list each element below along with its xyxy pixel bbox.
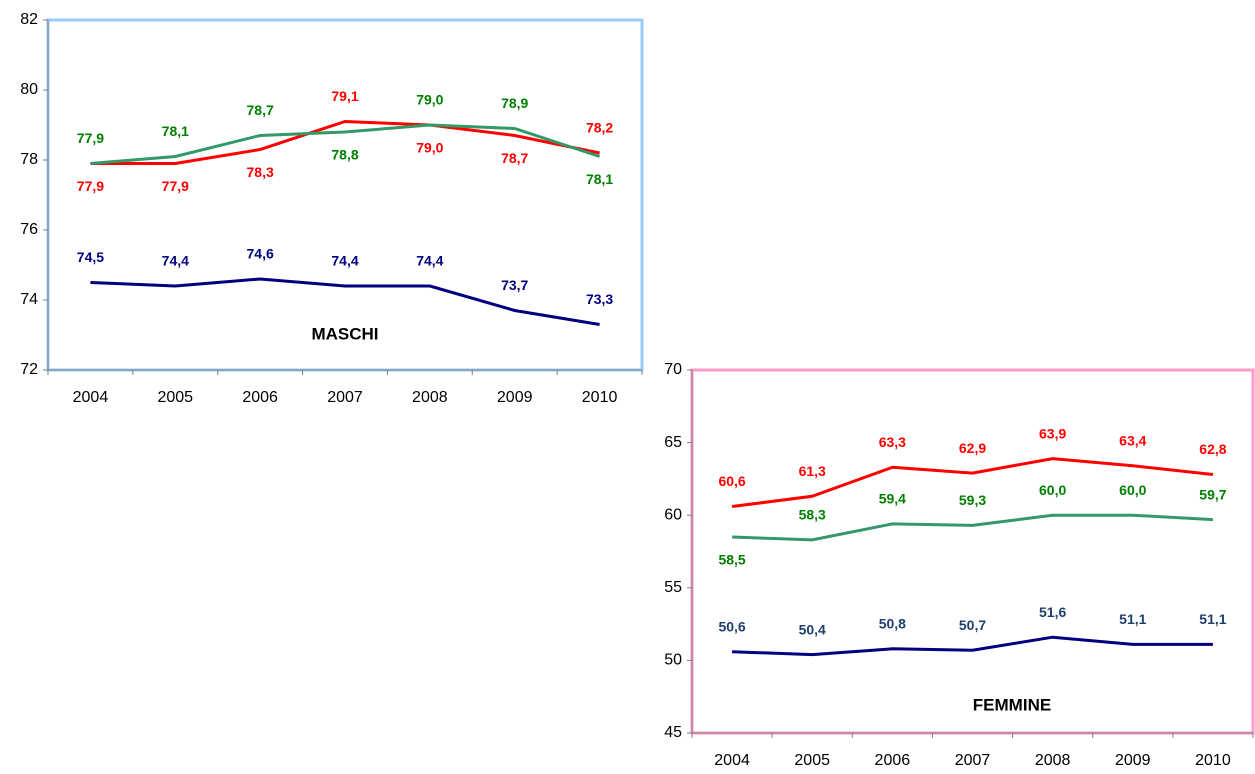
value-label: 78,2 <box>586 120 613 136</box>
value-label: 63,4 <box>1119 433 1146 449</box>
value-label: 74,6 <box>247 246 274 262</box>
value-label: 77,9 <box>77 130 104 146</box>
y-tick-label: 78 <box>20 151 38 168</box>
value-label: 78,7 <box>247 102 274 118</box>
line-series <box>732 635 1213 657</box>
x-tick-label: 2006 <box>875 752 911 769</box>
y-tick-label: 72 <box>20 361 38 378</box>
y-tick-label: 80 <box>20 81 38 98</box>
y-tick-label: 65 <box>664 434 682 451</box>
value-label: 62,8 <box>1199 441 1226 457</box>
x-tick-label: 2005 <box>157 389 193 406</box>
line-series <box>90 119 600 165</box>
y-tick-label: 82 <box>20 11 38 28</box>
value-label: 77,9 <box>77 178 104 194</box>
line-series <box>732 513 1213 542</box>
value-label: 51,1 <box>1119 611 1146 627</box>
y-tick-label: 74 <box>20 291 38 308</box>
value-label: 63,3 <box>879 434 906 450</box>
value-label: 78,8 <box>331 147 358 163</box>
value-label: 78,1 <box>162 123 189 139</box>
x-tick-label: 2008 <box>412 389 448 406</box>
plot-frame <box>690 368 1255 735</box>
value-label: 74,4 <box>162 253 189 269</box>
value-label: 74,5 <box>77 249 104 265</box>
x-tick-label: 2007 <box>327 389 363 406</box>
value-label: 51,6 <box>1039 604 1066 620</box>
line-series <box>731 457 1214 508</box>
value-label: 60,0 <box>1039 482 1066 498</box>
value-label: 59,3 <box>959 492 986 508</box>
line-series <box>90 277 600 326</box>
value-label: 50,8 <box>879 615 906 631</box>
x-tick-label: 2004 <box>73 389 109 406</box>
value-label: 61,3 <box>799 463 826 479</box>
x-tick-label: 2006 <box>242 389 278 406</box>
value-label: 51,1 <box>1199 611 1226 627</box>
value-label: 73,7 <box>501 277 528 293</box>
value-label: 78,1 <box>586 171 613 187</box>
value-label: 79,1 <box>331 88 358 104</box>
value-label: 63,9 <box>1039 425 1066 441</box>
value-label: 73,3 <box>586 291 613 307</box>
x-tick-label: 2008 <box>1035 752 1071 769</box>
value-label: 74,4 <box>331 253 358 269</box>
value-label: 59,7 <box>1199 486 1226 502</box>
value-label: 50,7 <box>959 617 986 633</box>
value-label: 78,3 <box>247 164 274 180</box>
value-label: 58,5 <box>718 552 745 568</box>
value-label: 50,4 <box>799 621 826 637</box>
x-tick-label: 2010 <box>582 389 618 406</box>
y-tick-label: 76 <box>20 221 38 238</box>
value-label: 60,6 <box>718 473 745 489</box>
value-label: 50,6 <box>718 618 745 634</box>
value-label: 60,0 <box>1119 482 1146 498</box>
value-label: 59,4 <box>879 491 906 507</box>
y-tick-label: 45 <box>664 724 682 741</box>
y-tick-label: 70 <box>664 361 682 378</box>
y-tick-label: 55 <box>664 579 682 596</box>
chart-title: FEMMINE <box>973 695 1051 714</box>
x-tick-label: 2009 <box>1115 752 1151 769</box>
value-label: 79,0 <box>416 92 443 108</box>
y-tick-label: 50 <box>664 652 682 669</box>
value-label: 62,9 <box>959 440 986 456</box>
value-label: 78,7 <box>501 150 528 166</box>
chart-title: MASCHI <box>311 324 378 343</box>
x-tick-label: 2005 <box>794 752 830 769</box>
value-label: 58,3 <box>799 507 826 523</box>
y-tick-label: 60 <box>664 506 682 523</box>
value-label: 78,9 <box>501 95 528 111</box>
value-label: 74,4 <box>416 253 443 269</box>
x-tick-label: 2004 <box>714 752 750 769</box>
x-tick-label: 2009 <box>497 389 533 406</box>
line-series <box>90 123 601 165</box>
x-tick-label: 2007 <box>955 752 991 769</box>
value-label: 77,9 <box>162 178 189 194</box>
x-tick-label: 2010 <box>1195 752 1231 769</box>
value-label: 79,0 <box>416 140 443 156</box>
